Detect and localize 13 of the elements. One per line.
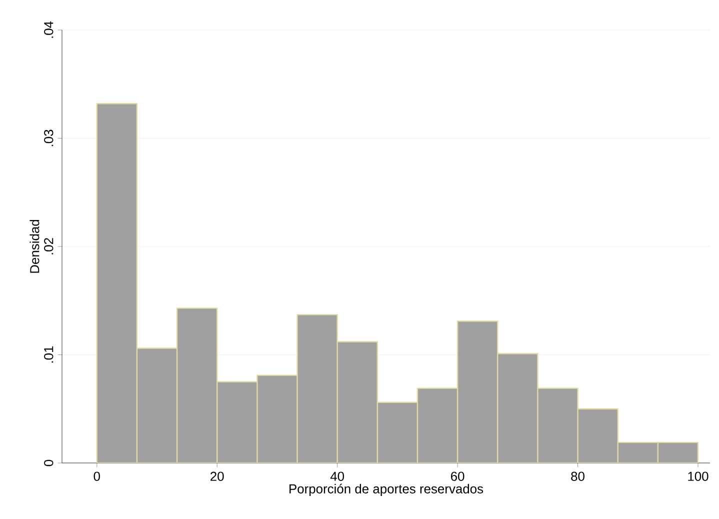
y-tick-label: .02 (44, 238, 54, 254)
x-tick-label: 20 (210, 472, 224, 481)
x-tick-label: 40 (330, 472, 344, 481)
x-tick-label: 60 (450, 472, 464, 481)
y-tick-label: .04 (44, 21, 54, 38)
y-tick-label: .03 (44, 130, 54, 146)
x-tick-label: 80 (571, 472, 584, 481)
x-tick-label: 100 (688, 472, 708, 481)
x-axis-title: Porporción de aportes reservados (290, 484, 484, 496)
y-axis-title: Densidad (30, 220, 40, 273)
y-tick-label: 0 (44, 460, 54, 466)
x-tick-label: 0 (94, 472, 100, 481)
y-tick-label: .01 (44, 346, 54, 363)
